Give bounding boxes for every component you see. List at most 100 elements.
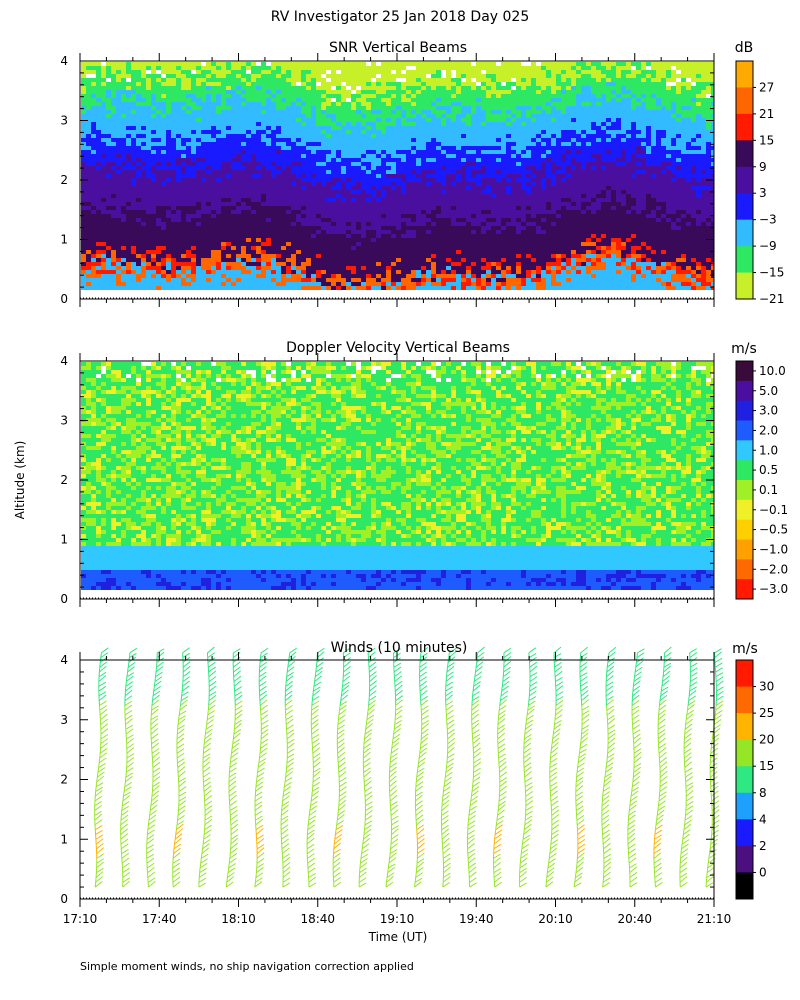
snr-cell xyxy=(256,294,261,298)
snr-cell xyxy=(356,198,361,202)
snr-cell xyxy=(116,186,121,190)
snr-cell xyxy=(146,210,151,214)
snr-cell xyxy=(331,222,336,226)
snr-cell xyxy=(486,178,491,182)
snr-cell xyxy=(281,294,286,298)
snr-cell xyxy=(271,218,276,222)
snr-cell xyxy=(126,238,131,242)
snr-cell xyxy=(106,230,111,234)
snr-cell xyxy=(291,102,296,106)
snr-cell xyxy=(351,110,356,114)
snr-cell xyxy=(191,130,196,134)
snr-cell xyxy=(416,150,421,154)
snr-cell xyxy=(301,242,306,246)
snr-cell xyxy=(316,166,321,170)
snr-cell xyxy=(241,246,246,250)
snr-cell xyxy=(441,154,446,158)
snr-cell xyxy=(301,158,306,162)
snr-cell xyxy=(106,202,111,206)
snr-cell xyxy=(376,74,381,78)
snr-cell xyxy=(251,246,256,250)
snr-cell xyxy=(426,146,431,150)
snr-cell xyxy=(271,270,276,274)
snr-cell xyxy=(386,190,391,194)
snr-cell xyxy=(266,202,271,206)
snr-cell xyxy=(461,70,466,74)
snr-cell xyxy=(126,210,131,214)
snr-cell xyxy=(181,266,186,270)
snr-cell xyxy=(116,294,121,298)
snr-cell xyxy=(111,262,116,266)
snr-cell xyxy=(236,138,241,142)
snr-cell xyxy=(101,138,106,142)
snr-cell xyxy=(411,114,416,118)
snr-cell xyxy=(241,198,246,202)
snr-cell xyxy=(306,222,311,226)
snr-cell xyxy=(371,130,376,134)
snr-cell xyxy=(146,274,151,278)
snr-cell xyxy=(241,74,246,78)
snr-cell xyxy=(441,142,446,146)
snr-cell xyxy=(486,198,491,202)
snr-cell xyxy=(291,170,296,174)
snr-cell xyxy=(476,166,481,170)
snr-cell xyxy=(256,238,261,242)
snr-cell xyxy=(461,142,466,146)
snr-cell xyxy=(271,66,276,70)
snr-cell xyxy=(411,254,416,258)
snr-cell xyxy=(226,214,231,218)
snr-cell xyxy=(476,70,481,74)
snr-cell xyxy=(426,138,431,142)
snr-cell xyxy=(416,274,421,278)
snr-cell xyxy=(436,202,441,206)
snr-cell xyxy=(96,110,101,114)
snr-cell xyxy=(431,90,436,94)
snr-cell xyxy=(221,106,226,110)
snr-cell xyxy=(241,138,246,142)
snr-cell xyxy=(171,202,176,206)
snr-cell xyxy=(306,210,311,214)
snr-cell xyxy=(386,258,391,262)
snr-cell xyxy=(211,286,216,290)
snr-cell xyxy=(451,78,456,82)
snr-cell xyxy=(461,218,466,222)
snr-cell xyxy=(346,134,351,138)
snr-cell xyxy=(261,266,266,270)
snr-cell xyxy=(436,122,441,126)
snr-cell xyxy=(231,202,236,206)
snr-cell xyxy=(396,162,401,166)
snr-cell xyxy=(361,138,366,142)
snr-cell xyxy=(141,226,146,230)
snr-cell xyxy=(141,258,146,262)
snr-cell xyxy=(491,178,496,182)
snr-cell xyxy=(251,222,256,226)
snr-cell xyxy=(361,274,366,278)
snr-cell xyxy=(466,218,471,222)
snr-cell xyxy=(201,86,206,90)
snr-cell xyxy=(156,270,161,274)
snr-cell xyxy=(286,226,291,230)
snr-cell xyxy=(231,114,236,118)
snr-cell xyxy=(476,190,481,194)
snr-cell xyxy=(486,206,491,210)
snr-cell xyxy=(251,210,256,214)
snr-cell xyxy=(381,118,386,122)
snr-cell xyxy=(376,66,381,70)
snr-cell xyxy=(151,162,156,166)
snr-cell xyxy=(196,270,201,274)
snr-cell xyxy=(336,86,341,90)
snr-cell xyxy=(426,142,431,146)
snr-cell xyxy=(401,290,406,294)
snr-cell xyxy=(386,222,391,226)
snr-cell xyxy=(336,294,341,298)
snr-cell xyxy=(451,294,456,298)
snr-cell xyxy=(321,218,326,222)
snr-cell xyxy=(181,122,186,126)
snr-cell xyxy=(431,234,436,238)
snr-cell xyxy=(186,194,191,198)
snr-cell xyxy=(356,242,361,246)
snr-cell xyxy=(181,138,186,142)
snr-cell xyxy=(486,266,491,270)
snr-cell xyxy=(106,70,111,74)
snr-cell xyxy=(471,222,476,226)
